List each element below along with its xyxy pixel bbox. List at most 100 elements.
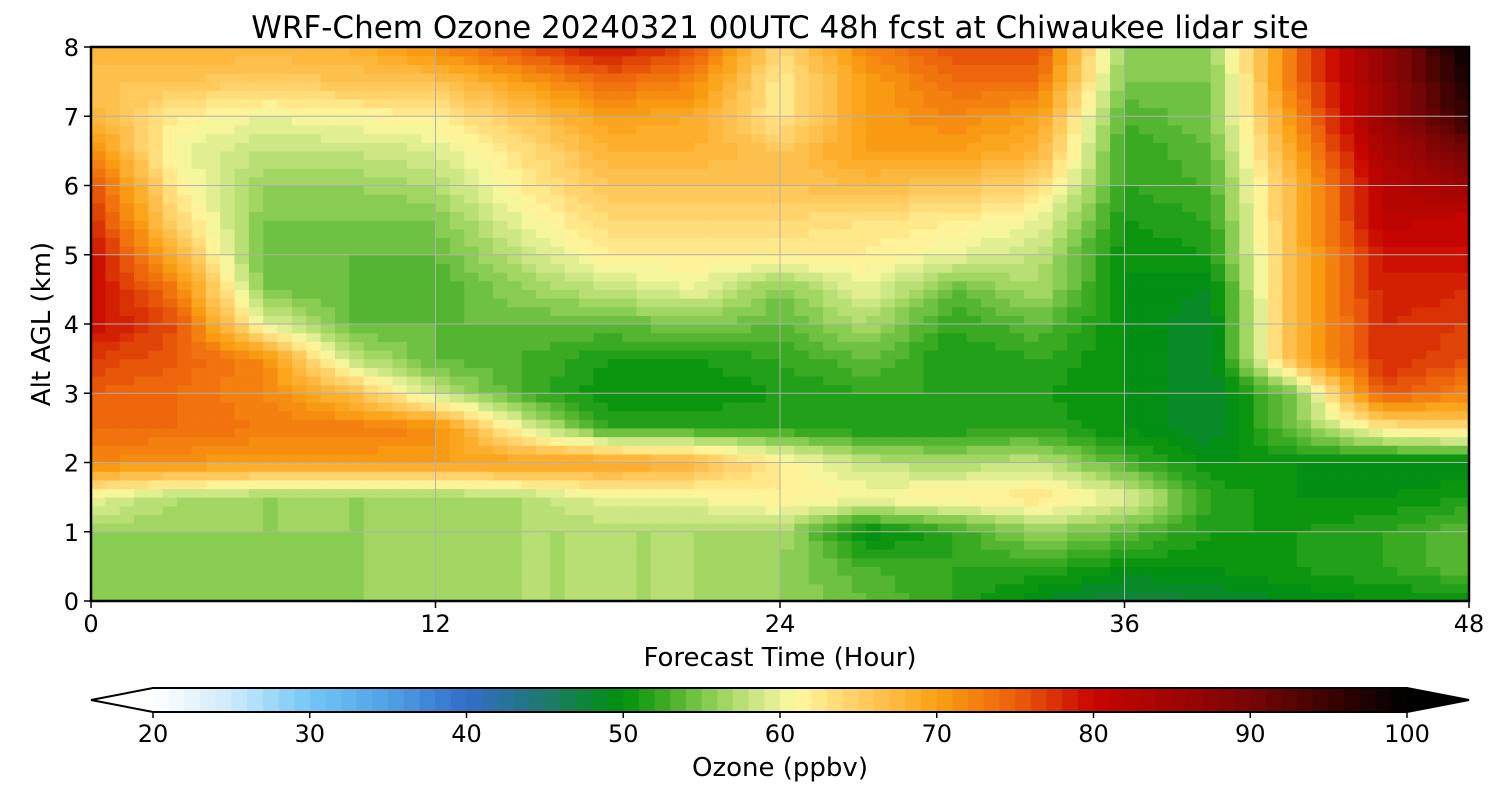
heatmap-cell — [837, 272, 853, 282]
heatmap-cell — [1095, 583, 1111, 593]
heatmap-cell — [765, 315, 781, 325]
heatmap-cell — [335, 583, 350, 593]
heatmap-cell — [1325, 497, 1341, 507]
heatmap-cell — [492, 497, 508, 507]
heatmap-cell — [579, 453, 594, 464]
heatmap-cell — [1210, 332, 1226, 342]
heatmap-cell — [1081, 202, 1097, 213]
heatmap-cell — [378, 159, 394, 169]
heatmap-cell — [535, 341, 551, 351]
heatmap-cell — [952, 298, 968, 308]
heatmap-cell — [1052, 367, 1068, 377]
heatmap-cell — [980, 410, 996, 420]
heatmap-cell — [392, 306, 408, 316]
heatmap-cell — [909, 479, 925, 490]
heatmap-cell — [1095, 298, 1111, 308]
heatmap-cell — [1454, 185, 1469, 195]
heatmap-cell — [464, 349, 480, 360]
heatmap-cell — [1081, 505, 1097, 516]
heatmap-cell — [780, 488, 795, 498]
heatmap-cell — [1296, 246, 1312, 256]
heatmap-cell — [1124, 436, 1140, 446]
heatmap-cell — [406, 401, 422, 412]
heatmap-cell — [464, 185, 480, 195]
heatmap-cell — [923, 549, 939, 559]
heatmap-cell — [105, 583, 121, 593]
heatmap-cell — [148, 566, 164, 576]
heatmap-cell — [1067, 540, 1083, 550]
heatmap-cell — [363, 237, 379, 247]
heatmap-cell — [1095, 306, 1111, 316]
heatmap-cell — [780, 575, 795, 585]
heatmap-cell — [248, 280, 264, 290]
heatmap-cell — [952, 445, 968, 455]
heatmap-cell — [1296, 393, 1312, 403]
heatmap-cell — [234, 289, 250, 299]
heatmap-cell — [392, 505, 408, 516]
heatmap-cell — [966, 306, 982, 316]
heatmap-cell — [966, 159, 982, 169]
heatmap-cell — [1397, 419, 1413, 429]
heatmap-cell — [679, 254, 695, 265]
heatmap-cell — [521, 349, 537, 360]
heatmap-cell — [823, 557, 839, 567]
heatmap-cell — [765, 384, 781, 394]
heatmap-cell — [220, 410, 236, 420]
heatmap-cell — [535, 159, 551, 169]
heatmap-cell — [1181, 367, 1197, 377]
heatmap-cell — [693, 410, 709, 420]
heatmap-cell — [1339, 358, 1355, 368]
heatmap-cell — [622, 228, 638, 239]
heatmap-cell — [119, 540, 135, 550]
heatmap-cell — [277, 566, 293, 576]
heatmap-cell — [148, 194, 164, 204]
heatmap-cell — [966, 358, 982, 368]
heatmap-cell — [177, 194, 193, 204]
heatmap-cell — [263, 471, 279, 481]
heatmap-cell — [909, 514, 925, 524]
heatmap-cell — [363, 168, 379, 178]
heatmap-cell — [966, 298, 982, 308]
heatmap-cell — [464, 592, 480, 601]
heatmap-cell — [320, 497, 336, 507]
heatmap-cell — [1024, 583, 1039, 593]
heatmap-cell — [823, 427, 839, 438]
heatmap-cell — [550, 592, 566, 601]
heatmap-cell — [1224, 401, 1240, 412]
heatmap-cell — [765, 272, 781, 282]
heatmap-cell — [320, 289, 336, 299]
heatmap-cell — [1296, 401, 1312, 412]
heatmap-cell — [335, 436, 350, 446]
heatmap-cell — [521, 324, 537, 334]
heatmap-cell — [1167, 194, 1183, 204]
heatmap-cell — [1425, 315, 1441, 325]
heatmap-cell — [177, 332, 193, 342]
heatmap-cell — [277, 592, 293, 601]
heatmap-cell — [1253, 298, 1269, 308]
heatmap-cell — [579, 462, 594, 472]
heatmap-cell — [1224, 583, 1240, 593]
heatmap-cell — [636, 280, 652, 290]
heatmap-cell — [966, 557, 982, 567]
heatmap-cell — [435, 393, 451, 403]
heatmap-cell — [1253, 566, 1269, 576]
heatmap-cell — [708, 479, 724, 490]
heatmap-cell — [1181, 384, 1197, 394]
heatmap-cell — [1440, 315, 1456, 325]
heatmap-cell — [291, 427, 307, 438]
heatmap-cell — [966, 375, 982, 386]
heatmap-cell — [579, 401, 594, 412]
heatmap-cell — [1009, 549, 1025, 559]
heatmap-cell — [119, 150, 135, 161]
heatmap-cell — [464, 263, 480, 273]
heatmap-cell — [1253, 185, 1269, 195]
heatmap-cell — [650, 523, 666, 533]
heatmap-cell — [1110, 436, 1126, 446]
heatmap-cell — [665, 237, 681, 247]
heatmap-cell — [1124, 549, 1140, 559]
heatmap-cell — [808, 228, 824, 239]
heatmap-cell — [1239, 566, 1255, 576]
heatmap-cell — [1210, 436, 1226, 446]
heatmap-cell — [492, 315, 508, 325]
heatmap-cell — [1253, 168, 1269, 178]
